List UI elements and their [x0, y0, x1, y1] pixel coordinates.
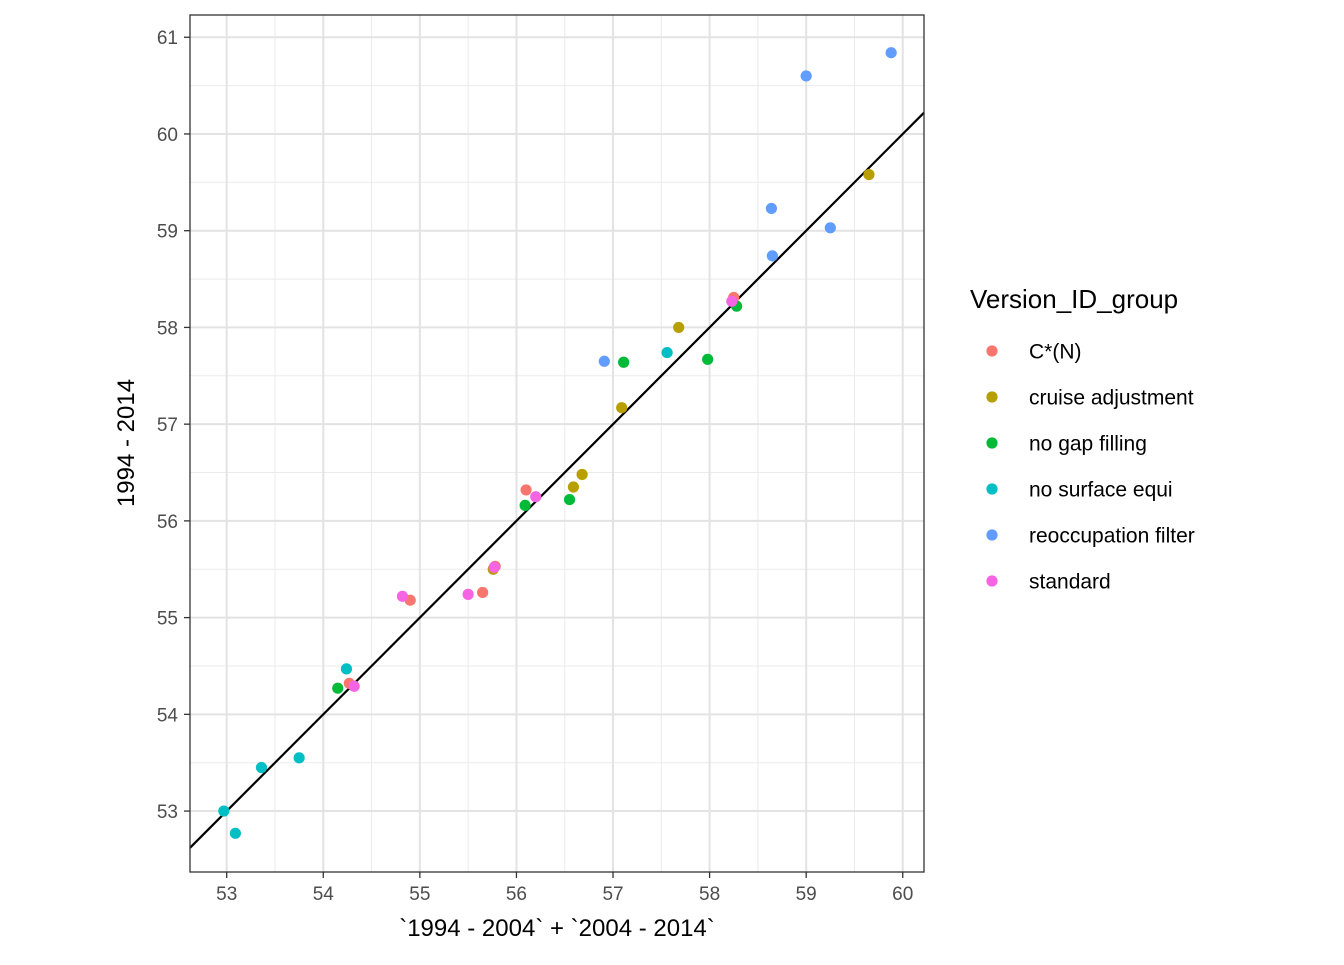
- x-tick-label: 57: [602, 884, 623, 905]
- data-point: [598, 355, 610, 367]
- data-point: [293, 752, 305, 764]
- data-point: [824, 222, 836, 234]
- x-tick-label: 53: [216, 884, 237, 905]
- panel-border: [189, 14, 925, 873]
- x-axis-title: `1994 - 2004` + `2004 - 2014`: [399, 915, 715, 942]
- data-point: [332, 682, 344, 694]
- x-tick-label: 56: [506, 884, 527, 905]
- y-tick-label: 55: [157, 609, 178, 630]
- legend-label: standard: [1029, 571, 1111, 594]
- x-axis-ticks: 53 54 55 56 57 58 59 60: [216, 872, 913, 905]
- data-point: [800, 70, 812, 82]
- legend-key: [986, 529, 998, 541]
- data-point: [396, 590, 409, 602]
- data-point: [726, 295, 738, 307]
- y-tick-label: 58: [157, 318, 178, 339]
- legend-title: Version_ID_group: [970, 284, 1178, 314]
- x-tick-label: 54: [313, 884, 335, 905]
- legend-label: no surface equi: [1029, 479, 1173, 502]
- legend-label: cruise adjustment: [1029, 387, 1194, 410]
- y-axis-ticks: 53 54 55 56 57 58 59 60 61: [157, 28, 190, 823]
- y-tick-label: 59: [157, 222, 178, 243]
- data-point: [863, 168, 875, 181]
- data-point: [885, 47, 897, 59]
- y-tick-label: 54: [157, 705, 179, 726]
- y-tick-label: 56: [157, 512, 178, 533]
- y-tick-label: 57: [157, 415, 178, 436]
- data-point: [673, 321, 685, 334]
- data-point: [255, 761, 268, 774]
- data-point: [348, 680, 360, 692]
- data-point: [766, 250, 778, 262]
- legend-key: [986, 575, 998, 587]
- y-axis-title: 1994 - 2014: [113, 379, 140, 507]
- reference-line-layer: [189, 111, 925, 849]
- legend-key: [986, 437, 998, 449]
- y-tick-label: 61: [157, 28, 178, 49]
- data-point: [661, 346, 673, 359]
- data-point: [488, 561, 500, 573]
- grid: [190, 15, 924, 872]
- data-point: [618, 356, 630, 368]
- legend-items: C*(N) cruise adjustment no gap filling no s…: [986, 341, 1195, 594]
- legend-label: C*(N): [1029, 341, 1082, 364]
- data-point: [530, 491, 542, 503]
- data-point: [340, 663, 353, 675]
- legend-key: [986, 345, 998, 357]
- data-point: [576, 468, 588, 481]
- panel-background: [190, 15, 924, 872]
- legend: Version_ID_group C*(N) cruise adjustment n…: [970, 284, 1195, 594]
- data-point: [563, 494, 576, 506]
- data-point: [520, 484, 532, 496]
- x-tick-label: 55: [409, 884, 430, 905]
- data-point: [519, 499, 531, 512]
- legend-key: [986, 391, 998, 403]
- legend-label: reoccupation filter: [1029, 525, 1195, 548]
- x-tick-label: 59: [796, 884, 817, 905]
- x-tick-label: 60: [892, 884, 913, 905]
- data-point: [229, 827, 241, 839]
- data-point: [567, 481, 580, 493]
- legend-label: no gap filling: [1029, 433, 1147, 456]
- y-tick-label: 60: [157, 125, 178, 146]
- y-tick-label: 53: [157, 802, 178, 823]
- data-point: [218, 805, 230, 817]
- data-point: [477, 586, 489, 599]
- x-tick-label: 58: [699, 884, 720, 905]
- legend-key: [986, 483, 998, 495]
- reference-line: [189, 111, 925, 849]
- data-point: [616, 402, 628, 414]
- data-point: [765, 202, 778, 215]
- data-point: [702, 353, 714, 365]
- points-layer: [218, 47, 897, 839]
- data-point: [462, 588, 474, 600]
